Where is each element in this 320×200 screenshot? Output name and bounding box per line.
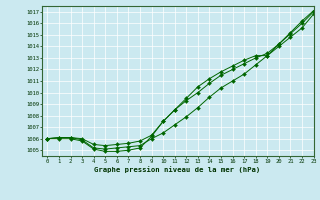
- X-axis label: Graphe pression niveau de la mer (hPa): Graphe pression niveau de la mer (hPa): [94, 167, 261, 173]
